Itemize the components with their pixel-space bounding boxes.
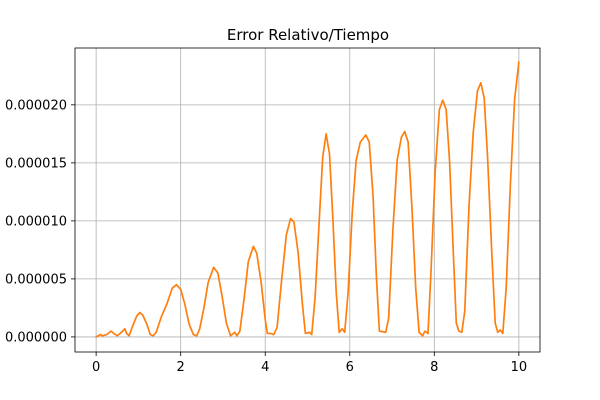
series-layer <box>95 61 520 338</box>
x-tick-label: 10 <box>511 360 528 375</box>
series-line <box>95 61 520 338</box>
x-tick-label: 0 <box>92 360 100 375</box>
x-tick-label: 8 <box>430 360 438 375</box>
plot-frame <box>74 47 541 353</box>
chart-title: Error Relativo/Tiempo <box>227 26 389 44</box>
x-tick-label: 4 <box>261 360 269 375</box>
y-tick-label: 0.000010 <box>5 214 67 229</box>
y-tick-label: 0.000005 <box>5 272 67 287</box>
y-tick-label: 0.000015 <box>5 156 67 171</box>
axes: 0 2 4 6 8 10 0.000000 0.000005 0.000010 0.000015 0… <box>5 47 541 375</box>
y-tick-label: 0.000020 <box>5 98 67 113</box>
grid <box>75 48 540 352</box>
x-tick-label: 6 <box>346 360 354 375</box>
x-tick-label: 2 <box>177 360 185 375</box>
y-tick-label: 0.000000 <box>5 330 67 345</box>
